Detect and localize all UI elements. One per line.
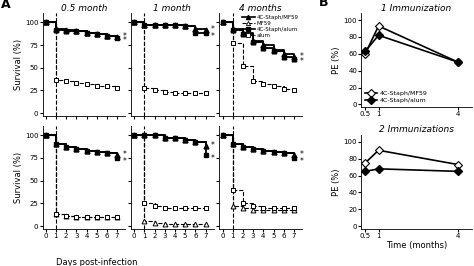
X-axis label: Time (months): Time (months) <box>386 241 447 250</box>
Text: Days post-infection: Days post-infection <box>56 258 138 266</box>
Line: 4C-Staph/MF59: 4C-Staph/MF59 <box>362 147 462 168</box>
Text: *: * <box>300 52 303 61</box>
4C-Staph/alum <box>456 61 461 64</box>
Legend: 4C-Staph/MF59, MF59, 4C-Staph/alum, alum: 4C-Staph/MF59, MF59, 4C-Staph/alum, alum <box>242 14 299 39</box>
Text: *: * <box>123 150 127 159</box>
Text: *: * <box>300 150 303 159</box>
Text: *: * <box>300 157 303 166</box>
4C-Staph/MF59 <box>456 163 461 166</box>
Title: 1 month: 1 month <box>154 3 191 13</box>
Text: *: * <box>211 25 215 34</box>
Text: *: * <box>123 36 127 45</box>
4C-Staph/alum <box>456 170 461 173</box>
Text: *: * <box>211 154 215 163</box>
4C-Staph/alum <box>363 170 368 173</box>
Title: 4 months: 4 months <box>239 3 282 13</box>
Text: *: * <box>123 32 127 41</box>
Y-axis label: PE (%): PE (%) <box>332 168 341 196</box>
Title: 1 Immunization: 1 Immunization <box>381 3 452 13</box>
4C-Staph/alum <box>376 34 382 37</box>
4C-Staph/MF59 <box>363 161 368 165</box>
4C-Staph/MF59 <box>363 52 368 55</box>
Text: *: * <box>211 32 215 41</box>
4C-Staph/alum <box>363 50 368 53</box>
Y-axis label: Survival (%): Survival (%) <box>14 152 23 203</box>
4C-Staph/alum <box>376 167 382 171</box>
Y-axis label: Survival (%): Survival (%) <box>14 39 23 90</box>
Text: *: * <box>123 157 127 166</box>
Line: 4C-Staph/alum: 4C-Staph/alum <box>362 166 462 174</box>
Title: 2 Immunizations: 2 Immunizations <box>379 125 454 134</box>
Line: 4C-Staph/alum: 4C-Staph/alum <box>362 32 462 65</box>
4C-Staph/MF59 <box>376 149 382 152</box>
4C-Staph/MF59 <box>376 24 382 28</box>
Legend: 4C-Staph/MF59, 4C-Staph/alum: 4C-Staph/MF59, 4C-Staph/alum <box>365 90 428 104</box>
4C-Staph/MF59 <box>456 61 461 64</box>
Title: 0.5 month: 0.5 month <box>61 3 107 13</box>
Text: A: A <box>1 0 11 11</box>
Text: B: B <box>319 0 329 9</box>
Text: *: * <box>300 57 303 66</box>
Line: 4C-Staph/MF59: 4C-Staph/MF59 <box>362 23 462 65</box>
Y-axis label: PE (%): PE (%) <box>332 46 341 74</box>
Text: *: * <box>211 141 215 150</box>
